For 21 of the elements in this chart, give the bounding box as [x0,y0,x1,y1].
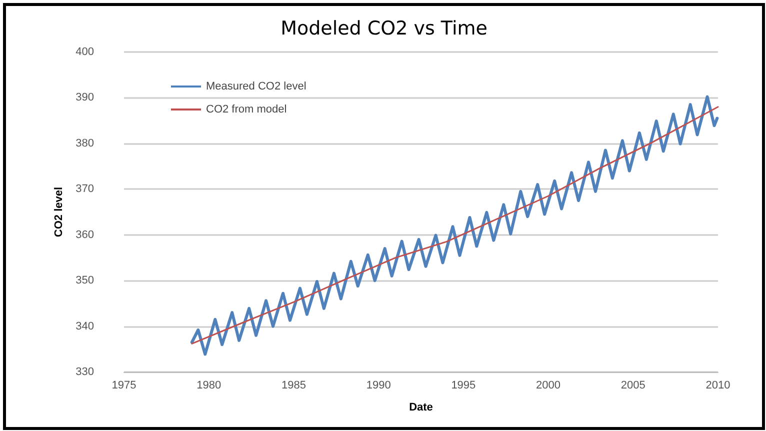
x-tick-label: 1995 [451,380,476,392]
x-tick-label: 2005 [620,380,646,392]
x-tick-label: 2010 [706,380,730,392]
y-tick-label: 390 [76,92,94,104]
y-axis-title: CO2 level [53,186,66,238]
y-tick-label: 400 [76,46,94,58]
x-tick-label: 1985 [281,380,306,392]
x-tick-label: 1990 [366,380,391,392]
y-tick-label: 360 [76,228,94,241]
chart-title: Modeled CO2 vs Time [280,18,488,40]
x-axis-title: Date [409,402,433,414]
x-tick-label: 2000 [536,380,561,392]
x-tick-label: 1975 [112,380,136,392]
x-tick-label: 1980 [196,380,222,392]
y-tick-label: 370 [76,183,94,196]
legend-label: Measured CO2 level [206,80,306,92]
legend-label: CO2 from model [206,104,287,116]
y-tick-label: 350 [76,274,94,287]
y-tick-label: 330 [76,366,94,378]
y-tick-label: 380 [76,137,94,150]
y-tick-label: 340 [76,320,94,332]
